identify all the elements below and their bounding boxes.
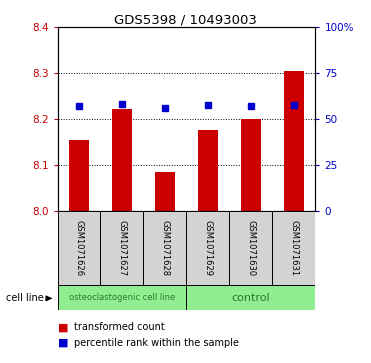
Text: GSM1071628: GSM1071628 <box>160 220 170 276</box>
Text: GSM1071631: GSM1071631 <box>289 220 298 276</box>
Text: GSM1071629: GSM1071629 <box>203 220 213 276</box>
Bar <box>69 139 89 211</box>
Text: percentile rank within the sample: percentile rank within the sample <box>74 338 239 348</box>
Text: ■: ■ <box>58 338 68 348</box>
Bar <box>101 211 144 285</box>
Bar <box>229 211 272 285</box>
Bar <box>272 211 315 285</box>
Text: osteoclastogenic cell line: osteoclastogenic cell line <box>69 293 175 302</box>
Bar <box>187 285 315 310</box>
Bar <box>112 109 132 211</box>
Bar <box>58 285 187 310</box>
Text: GDS5398 / 10493003: GDS5398 / 10493003 <box>114 14 257 27</box>
Text: GSM1071627: GSM1071627 <box>118 220 127 276</box>
Bar <box>187 211 229 285</box>
Bar <box>58 211 101 285</box>
Bar <box>241 119 260 211</box>
Text: ■: ■ <box>58 322 68 333</box>
Text: transformed count: transformed count <box>74 322 165 333</box>
Text: cell line: cell line <box>6 293 43 303</box>
Text: GSM1071626: GSM1071626 <box>75 220 83 276</box>
Bar <box>144 211 186 285</box>
Text: GSM1071630: GSM1071630 <box>246 220 255 276</box>
Bar <box>284 71 303 211</box>
Bar <box>155 172 175 211</box>
Text: control: control <box>232 293 270 303</box>
Bar <box>198 130 217 211</box>
